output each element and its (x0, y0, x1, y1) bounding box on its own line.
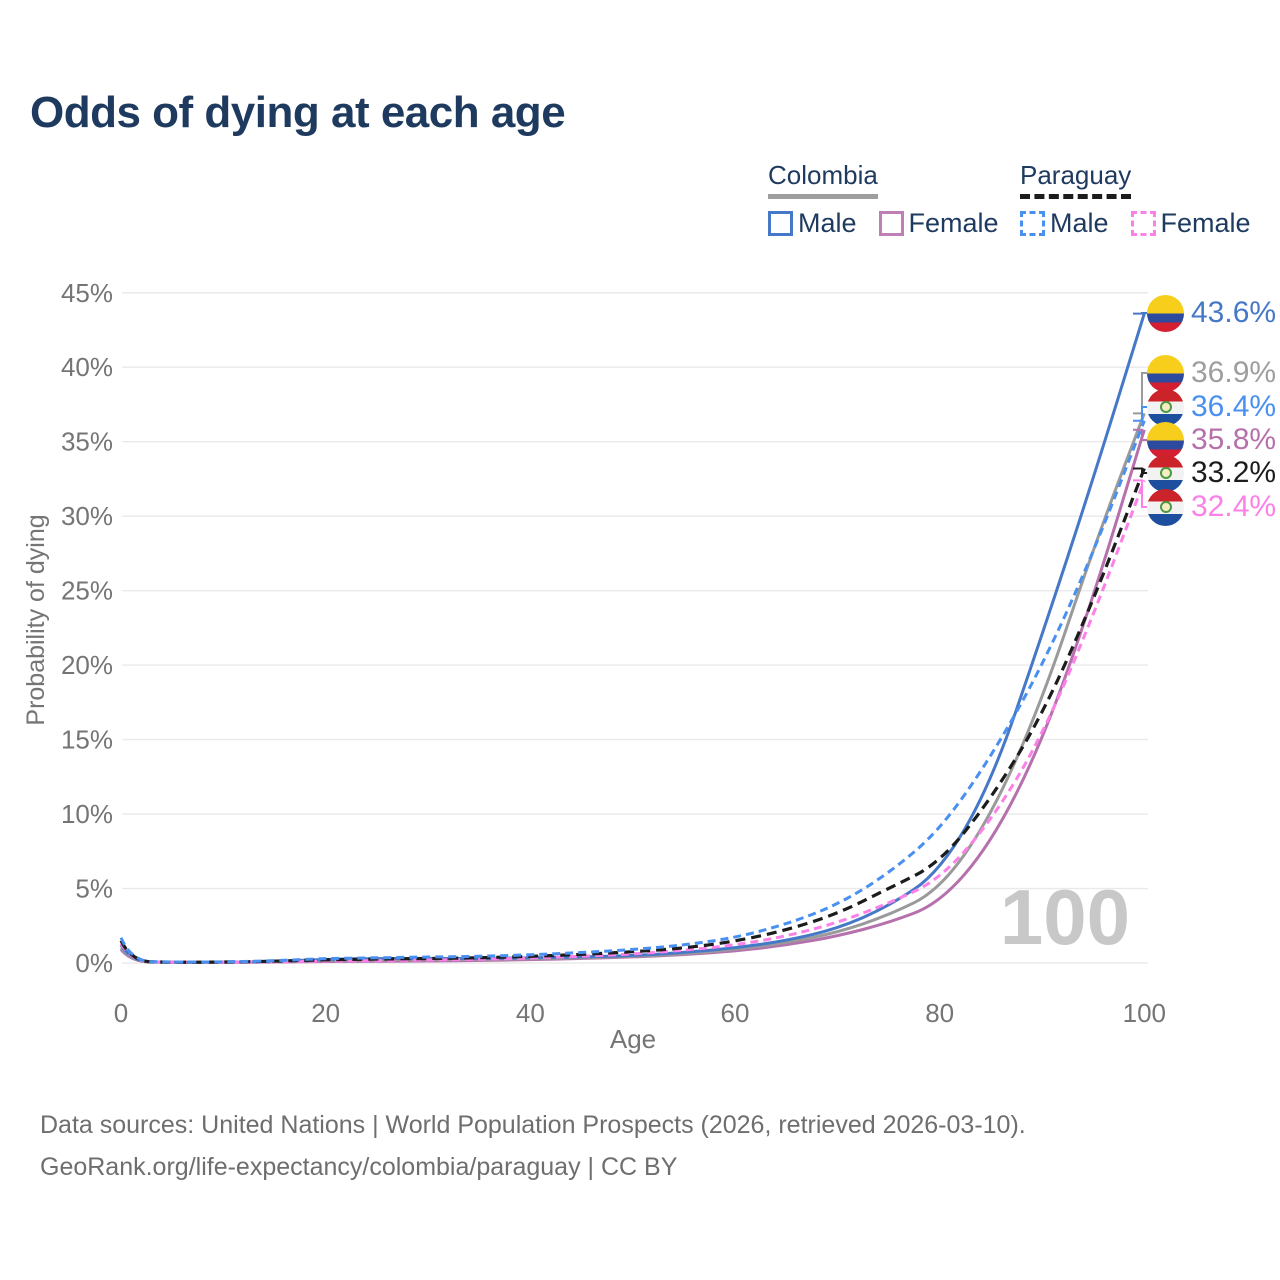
end-value-label: 33.2% (1191, 456, 1277, 489)
legend-swatch-paraguay-male (1020, 211, 1045, 236)
legend-label-colombia-female: Female (908, 208, 999, 238)
series-end-label-paraguay-both-sexes: 33.2% (1147, 454, 1276, 492)
data-sources-line: Data sources: United Nations | World Pop… (40, 1111, 1026, 1139)
y-tick-label: 25% (61, 576, 113, 606)
x-tick-label: 100 (1123, 998, 1166, 1028)
y-tick-label: 35% (61, 427, 113, 457)
leader-lines (1133, 312, 1150, 508)
series-end-label-colombia-male: 43.6% (1147, 294, 1276, 332)
age-counter-watermark: 100 (999, 873, 1130, 961)
page-title: Odds of dying at each age (30, 88, 566, 137)
leader-line-colombia-male (1133, 312, 1150, 315)
leader-line-paraguay-male (1133, 406, 1150, 422)
chart-footer: Data sources: United Nations | World Pop… (40, 1104, 1026, 1188)
series-lines (119, 313, 1146, 964)
series-line-paraguay-male[interactable] (119, 420, 1146, 964)
y-tick-label: 5% (75, 874, 113, 904)
legend-item-paraguay-male[interactable]: Male (1020, 208, 1109, 239)
legend-row-colombia: Male Female (768, 208, 999, 239)
paraguay-flag-icon (1147, 488, 1184, 526)
legend-label-paraguay-male: Male (1050, 208, 1109, 238)
end-value-label: 36.9% (1191, 356, 1277, 389)
colombia-flag-icon (1147, 354, 1184, 392)
legend-item-colombia-male[interactable]: Male (768, 208, 857, 239)
legend-swatch-colombia-female (878, 211, 904, 236)
legend-label-colombia-male: Male (798, 208, 857, 238)
legend-swatch-paraguay-female (1130, 211, 1156, 236)
series-line-colombia-both-sexes[interactable] (119, 412, 1146, 964)
colombia-flag-icon (1147, 421, 1184, 459)
legend-group-paraguay: Paraguay Male Female (1020, 160, 1251, 239)
y-axis-title: Probability of dying (22, 514, 50, 725)
legend-item-paraguay-female[interactable]: Female (1130, 208, 1251, 239)
series-end-label-colombia-both-sexes: 36.9% (1147, 354, 1276, 392)
series-end-label-paraguay-male: 36.4% (1147, 388, 1276, 426)
x-tick-label: 80 (925, 998, 954, 1028)
leader-line-paraguay-female (1133, 479, 1150, 508)
paraguay-flag-icon (1147, 388, 1184, 426)
legend-label-paraguay-female: Female (1160, 208, 1251, 238)
colombia-flag-icon (1147, 294, 1184, 332)
legend-country-paraguay[interactable]: Paraguay (1020, 160, 1132, 199)
series-end-label-colombia-female: 35.8% (1147, 421, 1276, 459)
series-line-paraguay-female[interactable] (119, 479, 1146, 964)
series-line-paraguay-both-sexes[interactable] (119, 467, 1146, 964)
y-tick-label: 40% (61, 352, 113, 382)
legend-swatch-colombia-male (768, 211, 793, 236)
y-tick-label: 15% (61, 725, 113, 755)
paraguay-flag-icon (1147, 454, 1184, 492)
leader-line-paraguay-both-sexes (1133, 467, 1150, 474)
legend-item-colombia-female[interactable]: Female (878, 208, 999, 239)
gridlines: 0% 5% 10% 15% 20% 25% 30% 35% 40% 45% 0 20 40 60 80 100 (61, 278, 1166, 1028)
leader-line-colombia-both-sexes (1133, 372, 1150, 415)
end-value-label: 43.6% (1191, 296, 1277, 329)
y-tick-label: 30% (61, 501, 113, 531)
legend-country-colombia[interactable]: Colombia (768, 160, 878, 199)
x-tick-label: 0 (114, 998, 128, 1028)
end-value-label: 35.8% (1191, 423, 1277, 456)
end-value-label: 36.4% (1191, 390, 1277, 423)
series-line-colombia-male[interactable] (119, 313, 1146, 964)
series-line-colombia-female[interactable] (119, 429, 1146, 964)
end-value-label: 32.4% (1191, 490, 1277, 523)
y-tick-label: 20% (61, 650, 113, 680)
y-tick-label: 0% (75, 948, 113, 978)
series-end-label-paraguay-female: 32.4% (1147, 488, 1276, 526)
y-tick-label: 10% (61, 799, 113, 829)
x-tick-label: 40 (516, 998, 545, 1028)
legend-group-colombia: Colombia Male Female (768, 160, 999, 239)
x-tick-label: 20 (311, 998, 340, 1028)
x-axis-title: Age (610, 1024, 656, 1054)
attribution-line: GeoRank.org/life-expectancy/colombia/par… (40, 1153, 678, 1181)
x-tick-label: 60 (721, 998, 750, 1028)
leader-line-colombia-female (1133, 428, 1150, 441)
y-tick-label: 45% (61, 278, 113, 308)
legend-row-paraguay: Male Female (1020, 208, 1251, 239)
